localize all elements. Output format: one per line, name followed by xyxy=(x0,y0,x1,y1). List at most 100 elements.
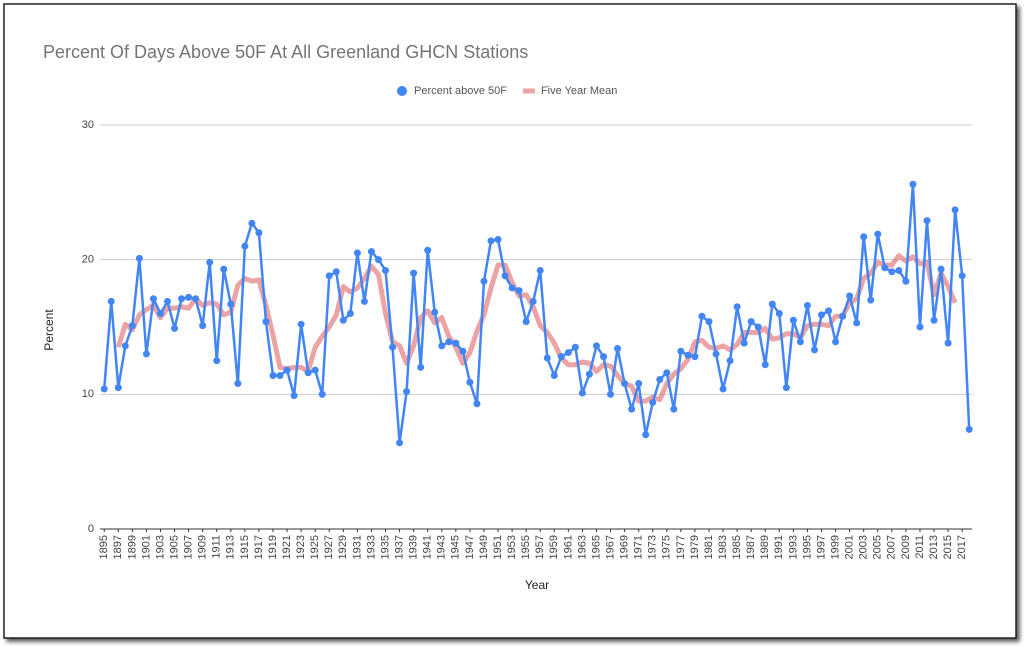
x-tick-label: 1985 xyxy=(731,535,743,559)
x-tick-label: 1971 xyxy=(633,535,645,559)
x-tick-label: 1993 xyxy=(787,535,799,559)
data-point xyxy=(192,295,200,303)
x-tick-label: 1963 xyxy=(576,535,588,559)
legend-label: Percent above 50F xyxy=(414,85,507,97)
x-tick-label: 1895 xyxy=(98,535,110,559)
data-point xyxy=(839,312,847,320)
data-point xyxy=(367,248,375,256)
data-point xyxy=(283,366,291,374)
x-tick-label: 1957 xyxy=(534,535,546,559)
data-point xyxy=(262,318,270,326)
data-point xyxy=(635,380,643,388)
data-point xyxy=(614,345,622,353)
data-point xyxy=(923,217,931,225)
data-point xyxy=(276,371,284,379)
y-axis-label: Percent xyxy=(42,309,56,351)
x-tick-label: 1999 xyxy=(829,535,841,559)
data-point xyxy=(796,338,804,346)
x-tick-label: 1923 xyxy=(295,535,307,559)
data-point xyxy=(304,369,312,377)
data-point xyxy=(389,343,397,351)
data-point xyxy=(135,254,143,262)
data-point xyxy=(452,339,460,347)
data-point xyxy=(424,246,432,254)
x-tick-label: 1995 xyxy=(801,535,813,559)
x-tick-label: 1937 xyxy=(393,535,405,559)
data-point xyxy=(881,264,889,272)
data-point xyxy=(670,405,678,413)
x-tick-label: 1921 xyxy=(281,535,293,559)
data-point xyxy=(508,284,516,292)
data-point xyxy=(325,272,333,280)
x-tick-label: 1925 xyxy=(309,535,321,559)
data-point xyxy=(360,297,368,305)
data-point xyxy=(410,269,418,277)
data-point xyxy=(768,300,776,308)
x-tick-label: 1899 xyxy=(126,535,138,559)
x-tick-label: 2009 xyxy=(900,535,912,559)
data-point xyxy=(114,384,122,392)
x-tick-label: 1979 xyxy=(689,535,701,559)
data-point xyxy=(698,312,706,320)
data-point xyxy=(571,343,579,351)
data-point xyxy=(297,320,305,328)
data-point xyxy=(621,380,629,388)
data-point xyxy=(403,388,411,396)
data-point xyxy=(564,349,572,357)
data-point xyxy=(473,400,481,408)
x-tick-label: 1911 xyxy=(211,535,223,559)
data-point xyxy=(543,354,551,362)
data-point xyxy=(220,265,228,273)
x-tick-label: 1909 xyxy=(197,535,209,559)
x-tick-label: 2003 xyxy=(858,535,870,559)
data-point xyxy=(529,297,537,305)
data-point xyxy=(607,390,615,398)
data-point xyxy=(522,318,530,326)
y-tick-label: 30 xyxy=(82,119,94,131)
data-point xyxy=(107,297,115,305)
data-point xyxy=(846,292,854,300)
x-tick-label: 1991 xyxy=(773,535,785,559)
data-point xyxy=(782,384,790,392)
x-tick-label: 1949 xyxy=(478,535,490,559)
data-point xyxy=(142,350,150,358)
data-point xyxy=(332,268,340,276)
data-point xyxy=(311,366,319,374)
data-point xyxy=(761,361,769,369)
data-point xyxy=(649,398,657,406)
x-tick-label: 1907 xyxy=(183,535,195,559)
data-point xyxy=(241,242,249,250)
data-point xyxy=(726,357,734,365)
x-tick-label: 1989 xyxy=(759,535,771,559)
x-tick-label: 1997 xyxy=(815,535,827,559)
x-tick-label: 1959 xyxy=(548,535,560,559)
data-point xyxy=(339,316,347,324)
data-point xyxy=(592,342,600,350)
data-point xyxy=(353,249,361,257)
x-tick-label: 1943 xyxy=(436,535,448,559)
data-point xyxy=(663,369,671,377)
data-point xyxy=(382,266,390,274)
x-tick-label: 1947 xyxy=(464,535,476,559)
x-tick-label: 1931 xyxy=(351,535,363,559)
data-point xyxy=(227,300,235,308)
data-point xyxy=(121,342,129,350)
x-tick-label: 1897 xyxy=(112,535,124,559)
x-tick-label: 2015 xyxy=(942,535,954,559)
y-tick-label: 0 xyxy=(88,523,94,535)
data-point xyxy=(902,277,910,285)
data-point xyxy=(677,347,685,355)
x-tick-label: 2011 xyxy=(914,535,926,559)
data-point xyxy=(712,350,720,358)
x-tick-label: 1955 xyxy=(520,535,532,559)
data-point xyxy=(164,297,172,305)
data-point xyxy=(705,318,713,326)
mean-line xyxy=(115,253,958,404)
data-line xyxy=(102,183,971,445)
data-point xyxy=(600,353,608,361)
data-point xyxy=(656,376,664,384)
data-point xyxy=(578,389,586,397)
data-point xyxy=(789,316,797,324)
data-point xyxy=(438,342,446,350)
